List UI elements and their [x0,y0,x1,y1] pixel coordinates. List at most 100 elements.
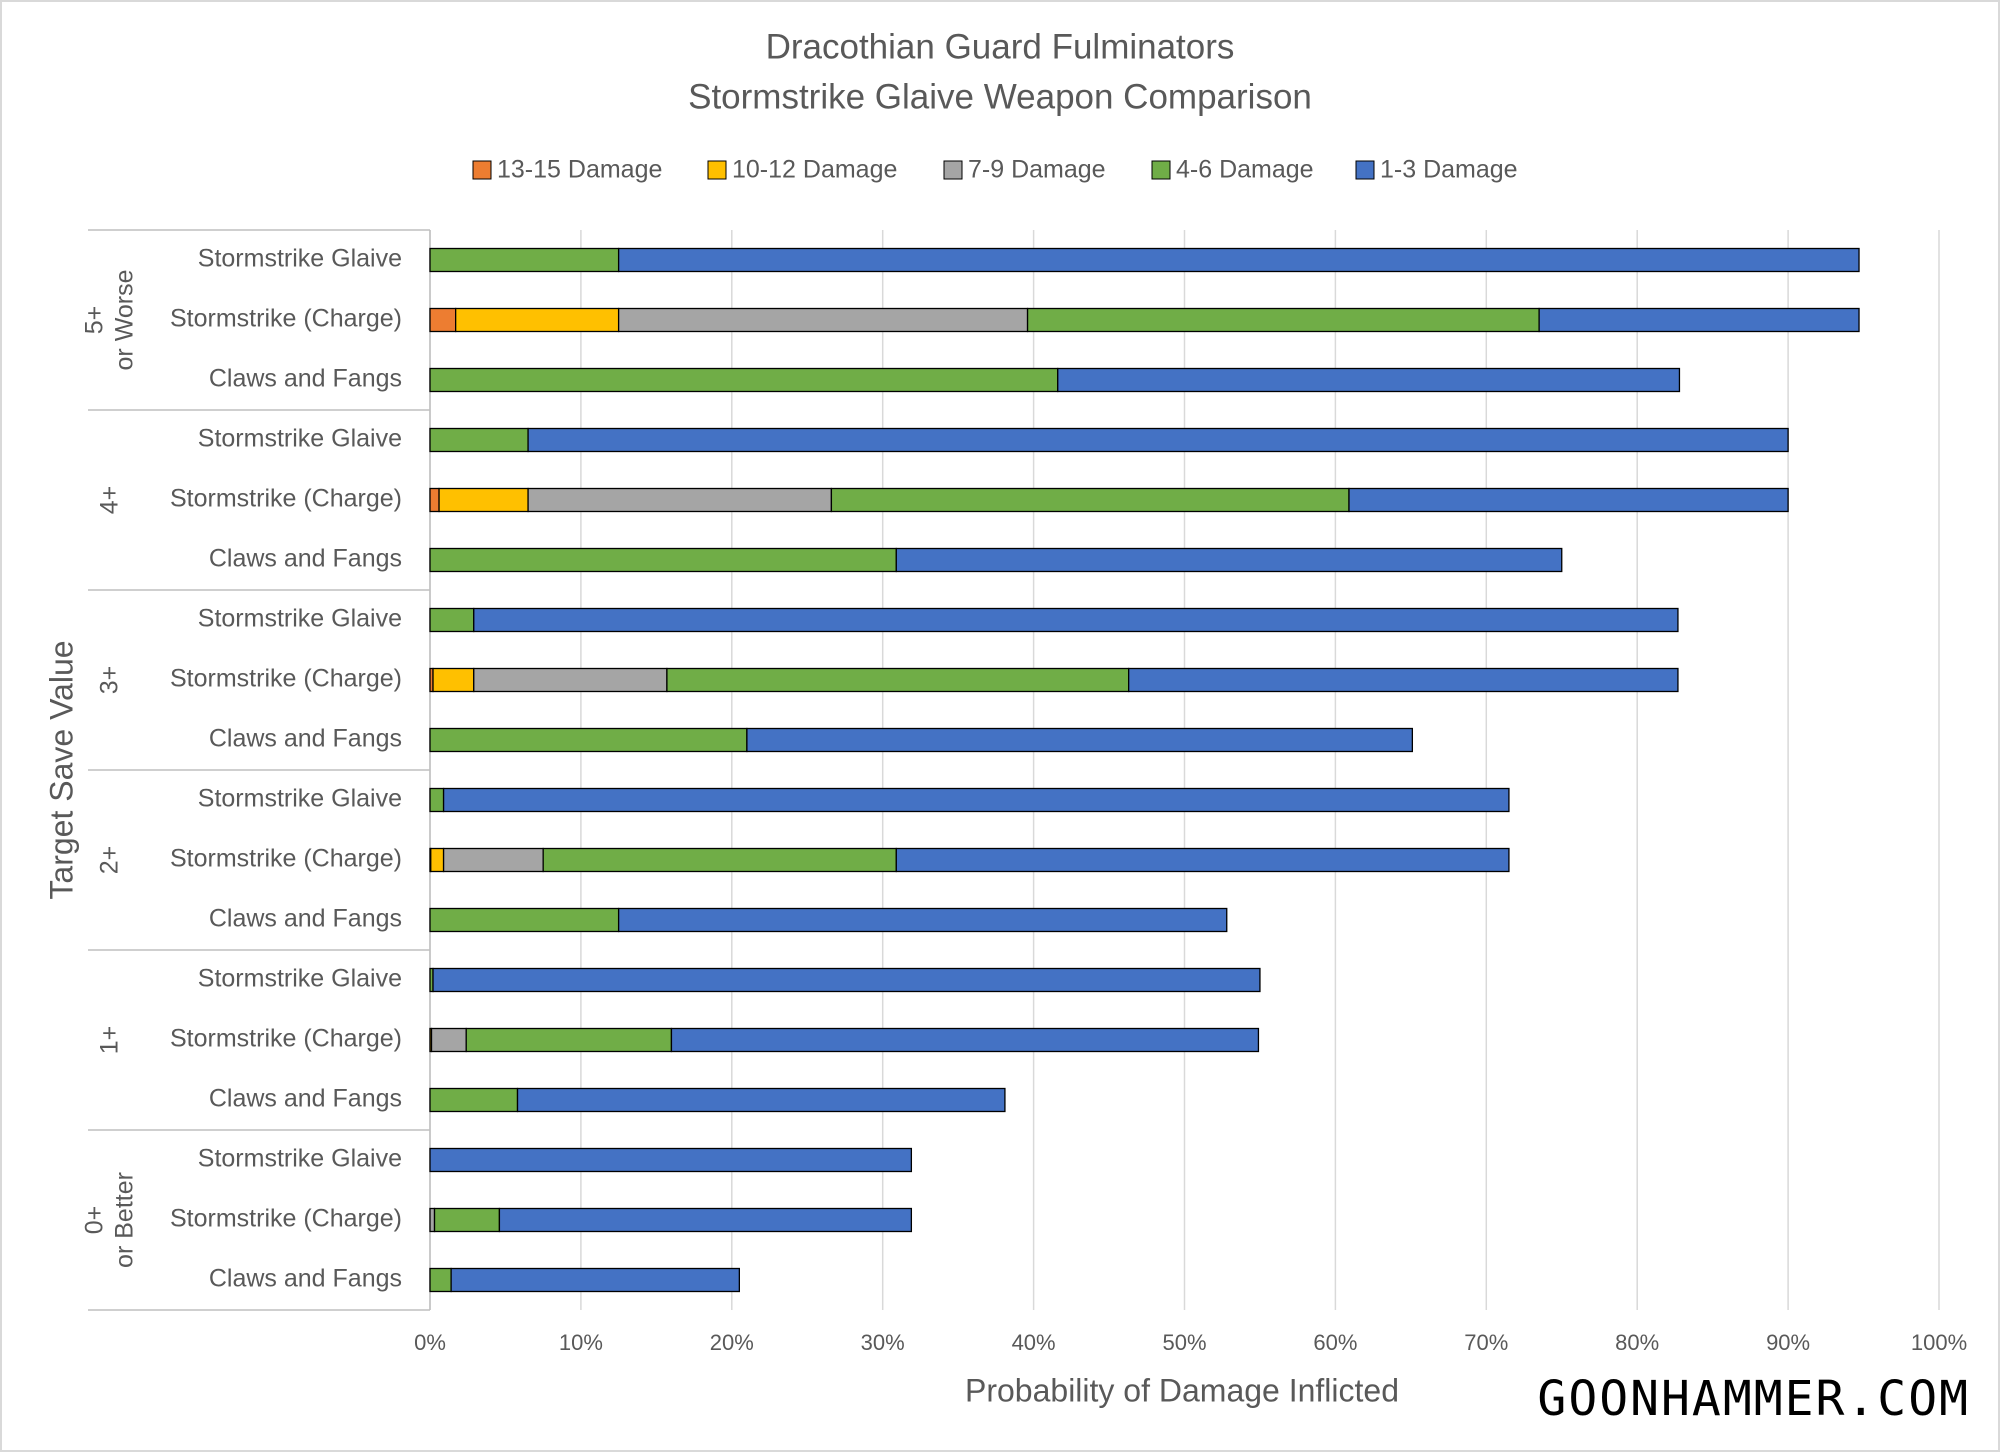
watermark: GOONHAMMER.COM [1537,1371,1970,1427]
bar-segment [429,1267,452,1293]
bar-segment [473,667,668,693]
bar-segment [442,847,544,873]
bar-segment [895,847,1510,873]
y-tick-label: Claws and Fangs [209,1085,402,1113]
legend-label: 7-9 Damage [968,156,1106,184]
bar-segment [516,1087,1006,1113]
x-tick-label: 30% [861,1330,905,1355]
bar-segment [429,1147,913,1173]
y-tick-label: Stormstrike Glaive [198,785,402,813]
bar-segment [433,1207,501,1233]
y-axis-title: Target Save Value [43,640,79,899]
bar-segment [1538,307,1860,333]
legend-label: 4-6 Damage [1176,156,1314,184]
group-label: 4+ [96,486,124,515]
bar-segment [438,487,529,513]
y-tick-label: Stormstrike (Charge) [170,845,402,873]
bar-segment [429,607,475,633]
chart-title: Dracothian Guard Fulminators [766,27,1235,66]
group-label: 0+ [81,1206,109,1235]
bar-segment [429,307,457,333]
legend-label: 1-3 Damage [1380,156,1518,184]
x-axis-title: Probability of Damage Inflicted [965,1372,1399,1408]
y-tick-label: Stormstrike (Charge) [170,665,402,693]
bar-segment [830,487,1350,513]
bar-segment [1348,487,1789,513]
x-tick-label: 0% [414,1330,446,1355]
y-tick-label: Stormstrike Glaive [198,965,402,993]
legend-swatch [1151,160,1171,180]
bar-segment [617,307,1029,333]
y-tick-label: Stormstrike (Charge) [170,485,402,513]
x-tick-label: 40% [1012,1330,1056,1355]
x-tick-label: 100% [1911,1330,1967,1355]
x-tick-label: 70% [1464,1330,1508,1355]
x-tick-label: 50% [1162,1330,1206,1355]
group-label: 2+ [96,846,124,875]
y-tick-label: Stormstrike (Charge) [170,1025,402,1053]
y-tick-label: Claws and Fangs [209,1265,402,1293]
group-label: 1+ [96,1026,124,1055]
bar-segment [473,607,1679,633]
group-label: or Better [111,1172,139,1268]
bar-segment [442,787,1510,813]
bar-segment [527,427,1789,453]
bar-segment [666,667,1130,693]
legend-swatch [1355,160,1375,180]
x-tick-label: 60% [1313,1330,1357,1355]
bar-segment [432,667,475,693]
legend-swatch [943,160,963,180]
bar-segment [542,847,897,873]
y-tick-label: Claws and Fangs [209,905,402,933]
bar-segment [617,907,1228,933]
y-tick-label: Stormstrike Glaive [198,245,402,273]
y-tick-label: Claws and Fangs [209,545,402,573]
legend-swatch [472,160,492,180]
x-tick-label: 90% [1766,1330,1810,1355]
bar-segment [1057,367,1681,393]
bar-segment [432,967,1261,993]
bar-segment [430,1027,467,1053]
bar-segment [895,547,1563,573]
x-tick-label: 20% [710,1330,754,1355]
y-tick-label: Claws and Fangs [209,365,402,393]
bar-segment [430,847,445,873]
y-tick-label: Claws and Fangs [209,725,402,753]
bar-segment [617,247,1860,273]
group-label: 5+ [81,306,109,335]
x-tick-label: 10% [559,1330,603,1355]
group-label: 3+ [96,666,124,695]
bar-segment [455,307,620,333]
bar-segment [429,247,620,273]
bar-segment [429,907,620,933]
y-tick-label: Stormstrike Glaive [198,425,402,453]
y-tick-label: Stormstrike Glaive [198,1145,402,1173]
bar-segment [429,727,748,753]
bar-segment [429,427,529,453]
group-label: or Worse [111,270,139,371]
bar-segment [527,487,833,513]
bar-segment [429,367,1059,393]
bar-segment [429,487,440,513]
chart-subtitle: Stormstrike Glaive Weapon Comparison [688,77,1312,116]
y-tick-label: Stormstrike Glaive [198,605,402,633]
legend-swatch [707,160,727,180]
bar-segment [670,1027,1260,1053]
bar-segment [746,727,1414,753]
bar-segment [450,1267,740,1293]
legend-label: 13-15 Damage [497,156,662,184]
bar-segment [429,1207,436,1233]
y-tick-label: Stormstrike (Charge) [170,1205,402,1233]
x-tick-label: 80% [1615,1330,1659,1355]
legend-label: 10-12 Damage [732,156,897,184]
y-tick-label: Stormstrike (Charge) [170,305,402,333]
bar-segment [465,1027,673,1053]
bar-segment [429,1087,519,1113]
bar-segment [429,787,445,813]
bar-segment [1026,307,1540,333]
bar-segment [498,1207,913,1233]
bar-segment [429,547,897,573]
bar-segment [1128,667,1679,693]
